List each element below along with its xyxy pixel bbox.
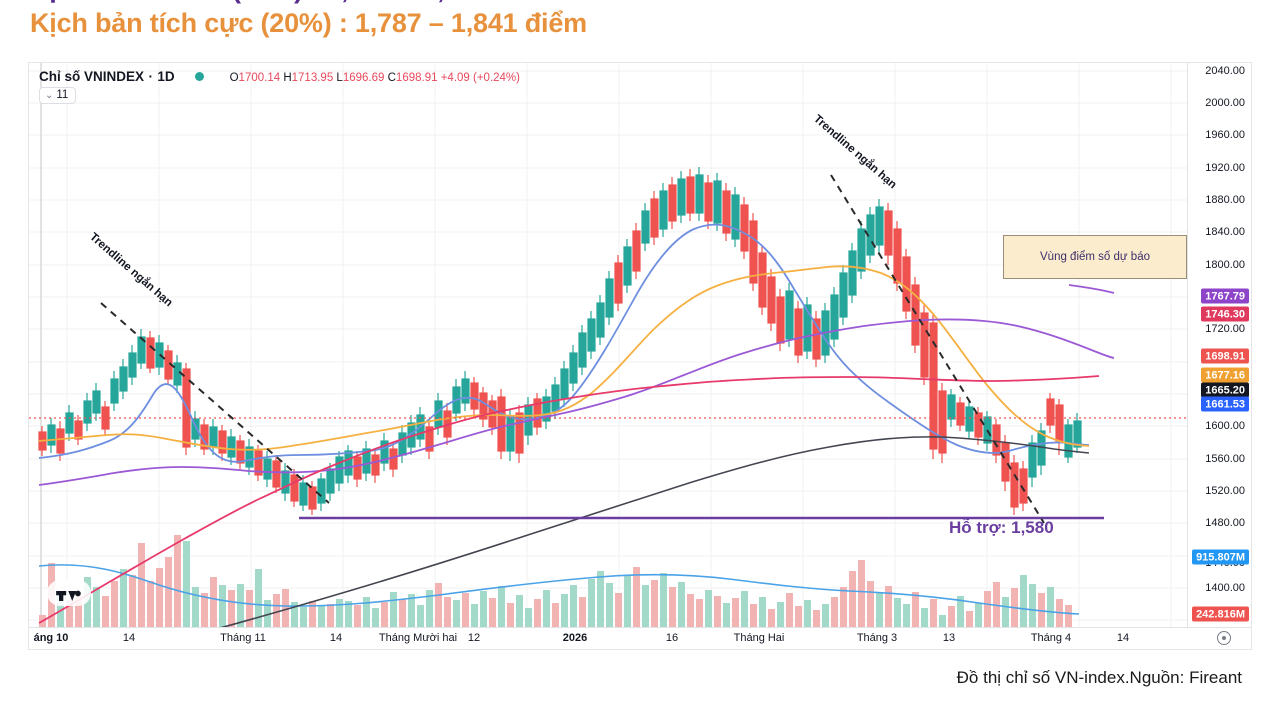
price-tick: 1400.00 [1205,582,1245,594]
time-tick: Tháng 11 [220,632,266,644]
time-axis[interactable]: áng 10 14 Tháng 11 14 Tháng Mười hai 12 … [29,627,1251,649]
symbol-name[interactable]: Chỉ số VNINDEX [39,69,145,84]
crosshair-mode-icon[interactable] [1217,631,1231,645]
page-title: Kịch bản tích cực (20%) : 1,787 – 1,841 … [30,8,587,38]
high-value: 1713.95 [291,72,334,84]
indicator-count: 11 [56,89,69,101]
time-tick: Tháng Mười hai [378,632,458,644]
source-caption: Đồ thị chỉ số VN-index.Nguồn: Fireant [956,668,1242,687]
price-tag-1665[interactable]: 1665.20 [1201,382,1249,398]
ma-pink [38,375,1100,624]
ma-black-long [216,436,1090,628]
volume-tag-lower[interactable]: 242.816M [1192,606,1249,622]
ma-orange [38,265,1090,451]
price-tick: 1880.00 [1205,194,1245,206]
time-tick: Tháng Hai [733,632,785,644]
grid-vertical [66,63,1172,628]
headline-cut-off: Kịch bản cơ sở (60%) : 1,680 – 1,750 điể… [30,0,559,5]
price-axis[interactable]: 2040.00 2000.00 1960.00 1920.00 1880.00 … [1187,63,1251,639]
ma-blue [38,223,1090,463]
time-tick: 14 [1116,632,1130,644]
price-tick: 1920.00 [1205,162,1245,174]
chart-legend[interactable]: Chỉ số VNINDEX · 1D O1700.14 H1713.95 L1… [39,68,520,86]
price-tag-last[interactable]: 1698.91 [1201,348,1249,364]
volume-bars [39,535,1072,628]
price-tick: 1800.00 [1205,259,1245,271]
price-tick: 1840.00 [1205,226,1245,238]
time-tick: 2026 [562,632,588,644]
tradingview-logo[interactable] [47,580,91,606]
indicator-count-badge[interactable]: ⌄ 11 [39,87,77,104]
legend-separator: · [148,69,153,84]
time-tick: 14 [122,632,136,644]
chart-canvas [29,63,1189,628]
low-label: L [336,72,343,84]
close-label: C [387,72,396,84]
open-label: O [229,72,239,84]
price-tick: 2040.00 [1205,65,1245,77]
time-tick: Tháng 3 [856,632,898,644]
time-tick: 13 [942,632,956,644]
volume-tag-upper[interactable]: 915.807M [1192,549,1249,565]
ohlc-values: O1700.14 H1713.95 L1696.69 C1698.91 +4.0… [230,72,520,84]
price-tag-1746[interactable]: 1746.30 [1201,306,1249,322]
price-tick: 2000.00 [1205,97,1245,109]
forecast-zone-box: Vùng điểm số dự báo [1003,235,1187,279]
price-tick: 1720.00 [1205,323,1245,335]
tradingview-chart[interactable]: Trendline ngắn hạn Trendline ngắn hạn Vù… [28,62,1252,650]
price-tick: 1960.00 [1205,129,1245,141]
price-tag-1677[interactable]: 1677.16 [1201,367,1249,383]
close-value: 1698.91 [395,72,438,84]
high-label: H [283,72,292,84]
chevron-down-icon: ⌄ [45,90,54,101]
chart-plot-area[interactable]: Trendline ngắn hạn Trendline ngắn hạn Vù… [29,63,1189,628]
time-tick: Tháng 4 [1030,632,1072,644]
price-tick: 1600.00 [1205,420,1245,432]
time-tick: áng 10 [33,632,69,644]
support-level-label: Hỗ trợ: 1,580 [949,518,1054,537]
time-tick: 16 [665,632,679,644]
trendline-left [100,302,330,504]
time-tick: 12 [467,632,481,644]
price-tick: 1520.00 [1205,485,1245,497]
low-value: 1696.69 [342,72,385,84]
volume-ma-line [38,564,1080,615]
trendline-right [830,174,1045,524]
candlesticks [38,167,1082,515]
open-value: 1700.14 [238,72,281,84]
time-tick: 14 [329,632,343,644]
interval-label[interactable]: 1D [157,69,175,84]
price-tick: 1480.00 [1205,517,1245,529]
price-tag-1661[interactable]: 1661.53 [1201,396,1249,412]
ma-purple [38,318,1115,486]
price-tick: 1560.00 [1205,453,1245,465]
status-dot-icon [195,72,205,82]
forecast-purple-curve [1068,284,1115,294]
price-tag-1767[interactable]: 1767.79 [1201,288,1249,304]
change-value: +4.09 (+0.24%) [440,72,520,84]
